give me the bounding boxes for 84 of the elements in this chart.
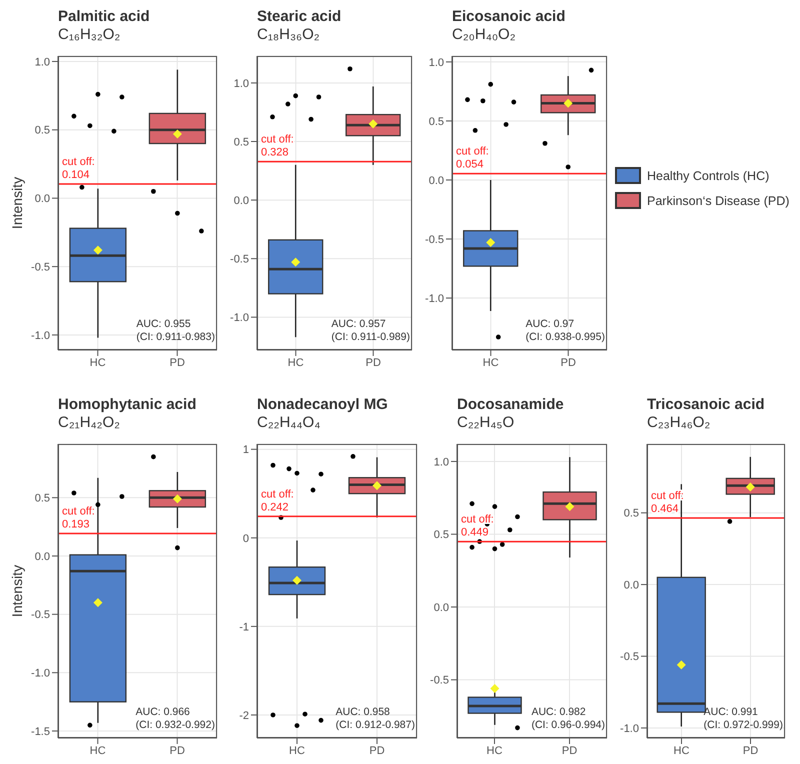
chart-subtitle: C₂₂H₄₄O₄	[257, 414, 322, 433]
ref-line-label: cut off: 0.104	[62, 156, 95, 181]
y-axis-title: Intensity	[9, 176, 26, 230]
legend-label: Healthy Controls (HC)	[646, 168, 770, 185]
annotation: (CI: 0.932-0.992)	[136, 719, 215, 732]
annotation: (CI: 0.972-0.999)	[704, 719, 783, 732]
annotation: AUC: 0.97	[526, 318, 576, 331]
chart-title: Eicosanoic acid	[452, 8, 566, 26]
chart-title: Docosanamide	[457, 396, 565, 414]
chart-title: Homophytanic acid	[58, 396, 198, 414]
y-tick-label: -2	[239, 710, 249, 722]
x-tick-label: HC	[289, 744, 305, 757]
chart-title: Palmitic acid	[58, 8, 151, 26]
chart-title: Tricosanoic acid	[647, 396, 766, 414]
ref-line-label: cut off: 0.193	[62, 505, 95, 530]
ref-line-label: cut off: 0.054	[456, 146, 489, 171]
ref-line-label: cut off: 0.328	[261, 134, 294, 159]
y-tick-label: 0.0	[34, 550, 50, 563]
legend-label: Parkinson‘s Disease (PD)	[646, 192, 790, 210]
chart-subtitle: C₁₈H₃₆O₂	[257, 26, 321, 45]
annotation: AUC: 0.958	[336, 706, 391, 719]
y-tick-label: 0.5	[428, 116, 444, 128]
y-tick-label: -0.5	[620, 651, 639, 664]
y-tick-label: 0.0	[428, 174, 444, 187]
x-tick-label: PD	[170, 744, 185, 757]
y-tick-label: 0.5	[234, 136, 249, 148]
annotation: AUC: 0.955	[136, 318, 192, 331]
x-tick-label: PD	[560, 356, 576, 369]
y-tick-label: 1.0	[434, 456, 449, 468]
y-tick-label: 1.0	[234, 78, 249, 90]
x-tick-label: HC	[674, 744, 690, 757]
y-tick-label: -1.5	[31, 726, 50, 738]
y-tick-label: -1.0	[425, 292, 444, 305]
y-tick-label: 0.5	[34, 492, 50, 505]
ref-line-label: cut off: 0.242	[261, 488, 294, 514]
x-tick-label: PD	[742, 744, 758, 757]
annotation: AUC: 0.957	[331, 318, 387, 331]
y-tick-label: 0.0	[434, 602, 449, 614]
y-axis-title: Intensity	[9, 564, 26, 618]
y-tick-label: 0.0	[624, 579, 639, 592]
x-tick-label: HC	[288, 356, 304, 369]
x-tick-label: PD	[366, 356, 381, 369]
x-tick-label: HC	[482, 356, 499, 369]
annotation: (CI: 0.96-0.994)	[531, 719, 605, 732]
chart-title: Nonadecanoyl MG	[257, 396, 389, 414]
x-tick-label: HC	[90, 744, 106, 757]
chart-subtitle: C₂₀H₄₀O₂	[452, 26, 517, 45]
y-tick-label: 0.5	[624, 508, 639, 520]
y-tick-label: 0.5	[434, 529, 449, 542]
y-tick-label: 0	[242, 532, 249, 545]
y-tick-label: 1.0	[34, 56, 50, 68]
x-tick-label: PD	[170, 356, 185, 369]
y-tick-label: -0.5	[230, 254, 249, 266]
y-tick-label: -0.5	[31, 261, 50, 274]
chart-subtitle: C₂₁H₄₂O₂	[58, 414, 121, 433]
y-tick-label: 0.5	[34, 124, 50, 137]
annotation: AUC: 0.966	[136, 706, 191, 719]
chart-subtitle: C₁₆H₃₂O₂	[58, 26, 122, 45]
annotation: (CI: 0.911-0.983)	[136, 331, 215, 344]
y-tick-label: -0.5	[31, 609, 50, 622]
annotation: AUC: 0.982	[531, 706, 587, 719]
y-tick-label: -1.0	[620, 722, 639, 735]
x-tick-label: HC	[486, 744, 502, 757]
y-tick-label: 0.0	[34, 193, 50, 206]
y-tick-label: -0.5	[430, 674, 449, 687]
y-tick-label: -1.0	[31, 668, 50, 680]
y-tick-label: -0.5	[425, 234, 444, 246]
chart-subtitle: C₂₃H₄₆O₂	[647, 414, 712, 433]
ref-line-label: cut off: 0.449	[461, 514, 494, 539]
chart-subtitle: C₂₂H₄₅O	[457, 414, 516, 433]
x-tick-label: HC	[90, 356, 106, 369]
annotation: (CI: 0.911-0.989)	[331, 331, 410, 344]
y-tick-label: -1.0	[230, 312, 249, 324]
annotation: (CI: 0.938-0.995)	[526, 331, 605, 344]
chart-title: Stearic acid	[257, 8, 342, 26]
x-tick-label: PD	[562, 744, 578, 757]
x-tick-label: PD	[369, 744, 385, 757]
y-tick-label: 1.0	[428, 56, 444, 69]
annotation: (CI: 0.912-0.987)	[336, 719, 415, 732]
y-tick-label: 0.0	[234, 194, 249, 207]
y-tick-label: -1	[239, 621, 249, 634]
y-tick-label: -1.0	[31, 330, 50, 342]
annotation: AUC: 0.991	[704, 706, 759, 719]
y-tick-label: 1	[242, 444, 249, 456]
